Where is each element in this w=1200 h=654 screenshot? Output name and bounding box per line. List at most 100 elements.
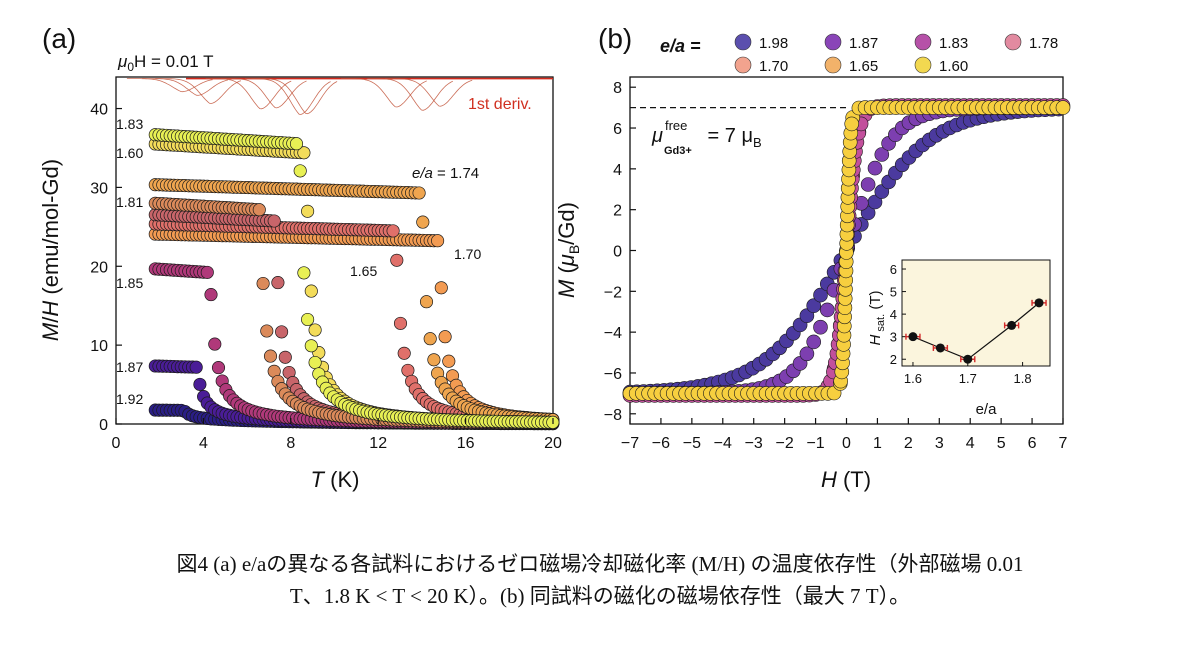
chart-b-point [867,160,883,176]
inset-y-ticks: 2 3 4 5 6 [890,262,906,367]
derivative-curve [384,78,473,107]
chart-a-point [293,164,307,178]
chart-a-y-label: M/H (emu/mol-Gd) [38,159,63,341]
chart-b-y-label: M (μB/Gd) [554,202,582,298]
panel-b-label: (b) [598,23,632,54]
chart-a-point [297,266,311,280]
chart-a-point [304,339,318,353]
chart-a-point [397,346,411,360]
chart-b-x-tick-label: −7 [621,435,639,452]
chart-b-y-tick-label: −2 [604,284,622,301]
chart-a-point [308,323,322,337]
chart-a-y-tick-label: 20 [90,259,108,276]
legend-label: 1.60 [939,58,968,75]
chart-b-y-tick-label: 4 [613,162,622,179]
chart-a-point [204,288,218,302]
inset-y-tick-label: 3 [890,330,897,345]
chart-b-y-tick-label: 6 [613,121,622,138]
chart-a-point [211,361,226,375]
legend-marker [914,56,932,74]
chart-a-point [401,363,415,377]
chart-a-x-tick-label: 0 [112,435,121,452]
inset-x-tick-label: 1.6 [904,371,922,386]
chart-a-point [442,354,456,368]
chart-a-point [252,203,266,217]
chart-b-point [844,116,860,132]
chart-a-y-tick-label: 10 [90,338,108,355]
chart-b-y-tick-label: −4 [604,325,622,342]
chart-b-point [813,319,828,335]
chart-a-point [256,276,270,291]
chart-a-point [412,186,426,200]
chart-a-x-tick-label: 20 [544,435,562,452]
inset-x-tick-label: 1.8 [1014,371,1032,386]
chart-b-x-tick-label: −3 [745,435,763,452]
chart-a-point [267,214,281,228]
chart-a-x-tick-label: 12 [369,435,387,452]
chart-a-y-tick-label: 40 [90,102,108,119]
curve-label-1-60: 1.60 [116,145,143,161]
chart-b-y-tick-label: 0 [613,244,622,261]
chart-a-point [193,377,207,391]
chart-a-y-tick-label: 0 [99,417,108,434]
chart-a-point [260,324,274,338]
legend-label: 1.98 [759,35,788,52]
chart-a-point [200,265,214,279]
inset-point [1007,320,1017,330]
derivative-curve [205,78,292,110]
inset-point [935,343,945,353]
chart-a-point [390,253,404,267]
inset-points [905,298,1047,364]
mu-free-annotation: μ free Gd3+ = 7 μB [651,118,762,157]
chart-a-point [275,325,289,339]
inset-point [963,354,973,364]
curve-label-1-70: 1.70 [454,246,481,262]
chart-b-y-tick-label: 8 [613,80,622,97]
chart-a-point [438,330,452,344]
chart-a-point [423,332,437,346]
legend-marker [734,56,752,74]
chart-a-x-tick-label: 8 [286,435,295,452]
curve-label-1-85: 1.85 [116,275,143,291]
chart-a-x-ticks: 0 4 8 12 16 20 [112,418,562,452]
legend-label: 1.65 [849,58,878,75]
chart-b-x-tick-label: −6 [652,435,670,452]
figure-caption: 図4 (a) e/aの異なる各試料におけるゼロ磁場冷却磁化率 (M/H) の温度… [0,548,1200,612]
chart-a-point [431,234,445,248]
inset-y-tick-label: 5 [890,285,897,300]
chart-a-point [263,349,278,363]
derivative-curve [367,78,454,111]
chart-b-point [813,287,828,303]
chart-b-x-tick-label: −1 [806,435,824,452]
curve-label-1-92: 1.92 [116,391,143,407]
chart-b-x-tick-label: 5 [997,435,1006,452]
chart-b-y-tick-label: −8 [604,407,622,424]
caption-line-2: T、1.8 K < T < 20 K）。(b) 同試料の磁化の磁場依存性（最大 … [289,584,911,608]
derivative-curve [126,78,213,93]
inset-chart: 1.6 1.7 1.8 2 3 4 5 6 e/a H sat. (T) [867,259,1051,418]
legend-label: 1.70 [759,58,788,75]
chart-a-point [304,284,318,298]
legend-marker [734,33,752,51]
derivative-curve [341,78,427,108]
chart-b-x-ticks: −7 −6 −5 −4 −3 −2 −1 0 1 2 3 4 5 6 7 [621,418,1068,452]
chart-a-point [308,355,322,370]
chart-a-point [434,281,448,295]
chart-b-y-ticks: −8 −6 −4 −2 0 2 4 6 8 [604,80,636,424]
inset-point [1034,298,1044,308]
inset-y-tick-label: 6 [890,262,897,277]
derivative-curves [126,77,553,115]
chart-b-x-tick-label: 1 [873,435,882,452]
legend-label: 1.87 [849,35,878,52]
chart-a-x-tick-label: 16 [457,435,475,452]
chart-a-point [271,276,285,290]
legend-marker [824,56,842,74]
chart-b-x-tick-label: 4 [966,435,975,452]
chart-a-point [419,295,434,309]
chart-a-point [301,312,315,327]
chart-b-x-tick-label: 0 [842,435,851,452]
curve-label-1-87: 1.87 [116,359,143,375]
chart-b-legend: 1.98 1.87 1.83 1.78 1.70 1.65 1.60 [734,33,1058,75]
chart-b-points [622,98,1071,403]
